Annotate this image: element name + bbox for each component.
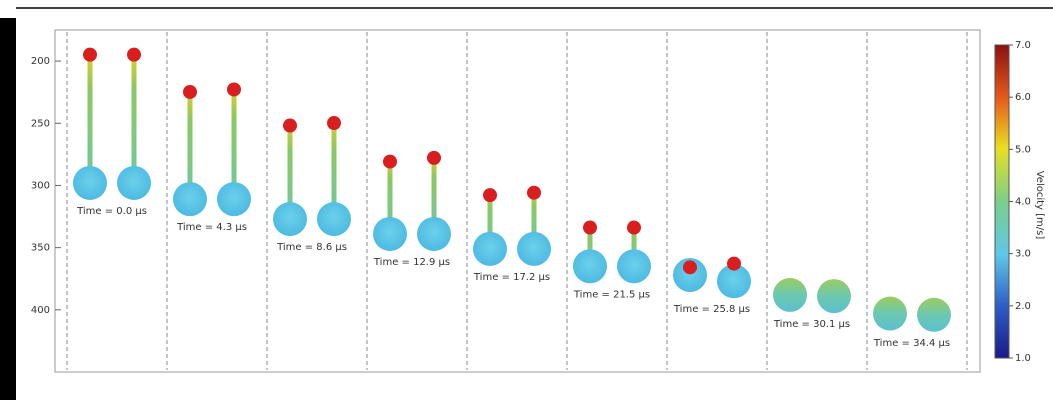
bulb [573,249,607,283]
figure: Velocity [m/s] 200 250 300 350 400 Time = 0.0… [0,0,1053,400]
bulb [417,217,451,251]
bulb [273,202,307,236]
y-tick-label: 400 [31,305,50,316]
time-label: Time = 25.8 µs [673,304,750,315]
stem [88,49,93,183]
colorbar-tick-label: 3.0 [1015,249,1031,260]
head [227,82,241,96]
head [683,260,697,274]
head [583,221,597,235]
head [427,151,441,165]
bulb [617,249,651,283]
head [327,116,341,130]
head [383,155,397,169]
bulb [873,297,907,331]
y-tick-label: 200 [31,56,50,67]
bulb [173,182,207,216]
head [727,257,741,271]
stem [132,49,137,183]
bulb [373,217,407,251]
colorbar-tick-label: 7.0 [1015,40,1031,51]
time-label: Time = 4.3 µs [176,222,247,233]
colorbar-tick-label: 2.0 [1015,301,1031,312]
head [283,119,297,133]
left-bar [0,18,16,400]
colorbar-tick-label: 6.0 [1015,92,1031,103]
colorbar [995,45,1009,358]
y-tick-label: 300 [31,180,50,191]
head [627,221,641,235]
bulb [917,298,951,332]
bulb [217,182,251,216]
y-tick-label: 250 [31,118,50,129]
head [127,48,141,62]
time-label: Time = 34.4 µs [873,338,950,349]
bulb [317,202,351,236]
colorbar-tick-label: 4.0 [1015,197,1031,208]
head [527,186,541,200]
time-label: Time = 12.9 µs [373,257,450,268]
bulb [73,166,107,200]
time-label: Time = 30.1 µs [773,319,850,330]
bulb [773,278,807,312]
bulb [117,166,151,200]
y-tick-label: 350 [31,243,50,254]
stem [232,83,237,199]
colorbar-label: Velocity [m/s] [1034,171,1045,240]
colorbar-tick-label: 5.0 [1015,144,1031,155]
time-label: Time = 21.5 µs [573,289,650,300]
time-label: Time = 8.6 µs [276,242,347,253]
bulb [517,232,551,266]
time-label: Time = 0.0 µs [76,206,147,217]
head [83,48,97,62]
colorbar-tick-label: 1.0 [1015,353,1031,364]
bulb [817,279,851,313]
head [483,188,497,202]
bulb [473,232,507,266]
time-label: Time = 17.2 µs [473,272,550,283]
head [183,85,197,99]
